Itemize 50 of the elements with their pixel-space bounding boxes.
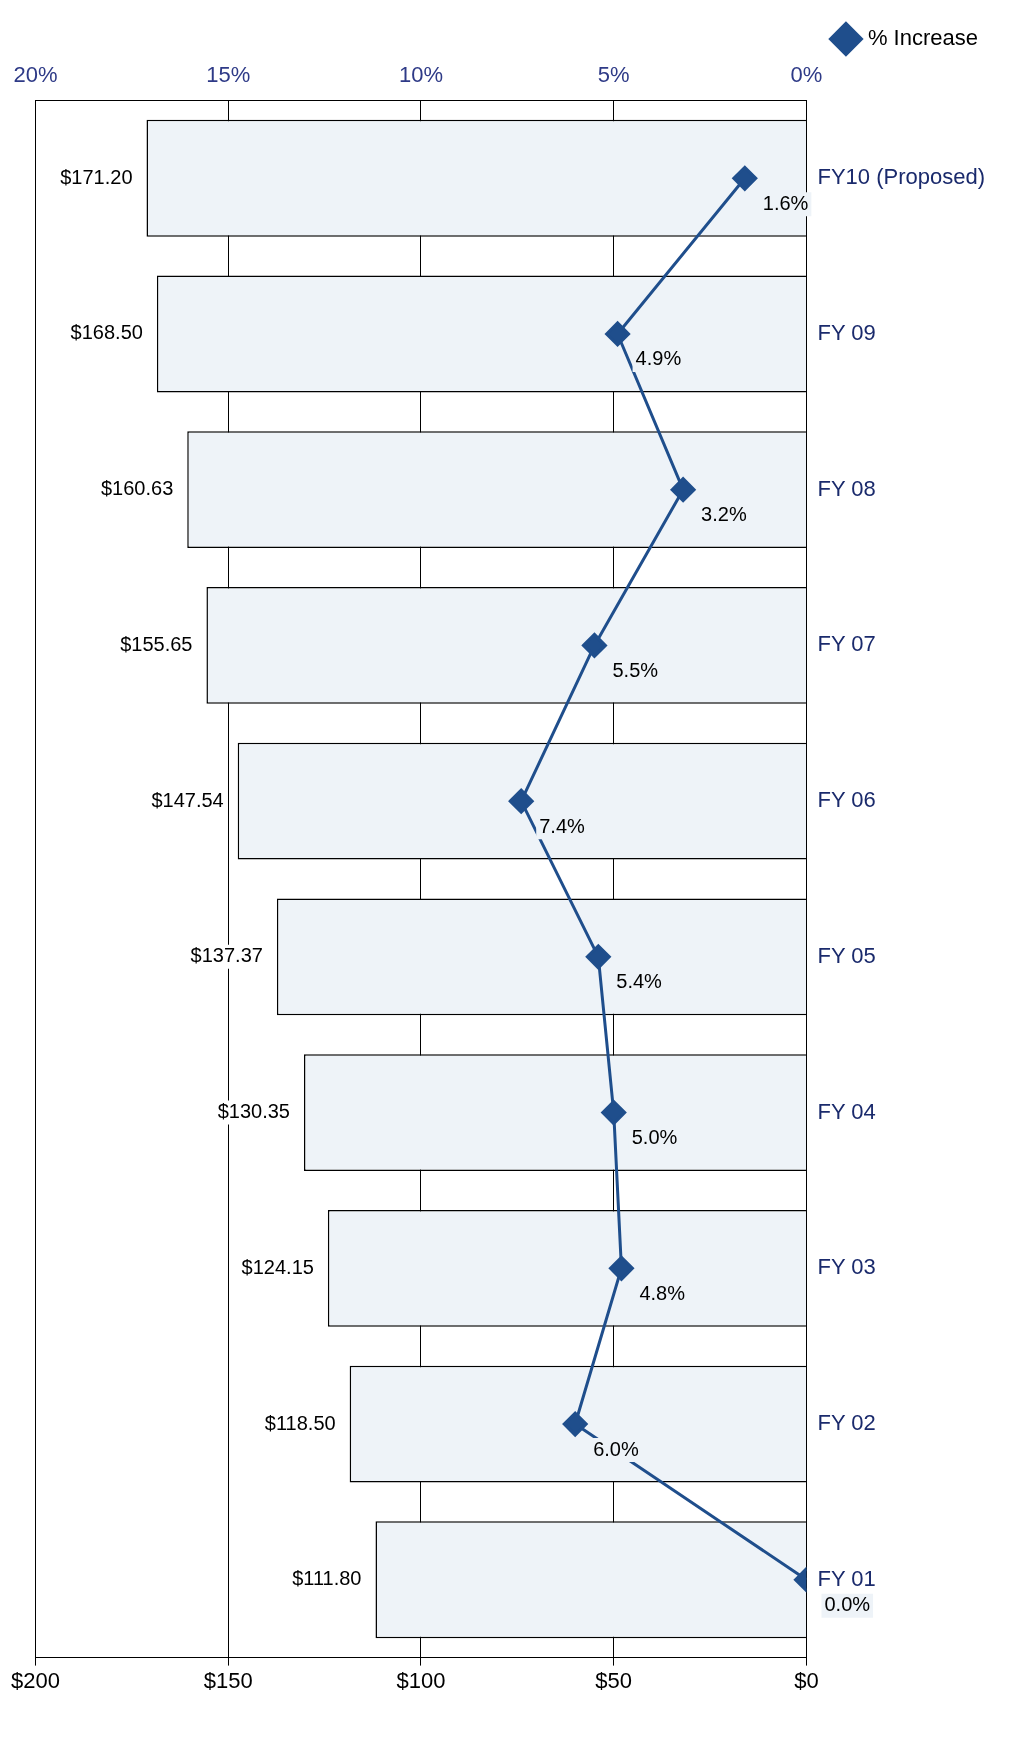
y-tick-label: FY 05	[817, 942, 876, 968]
point	[562, 1411, 588, 1437]
data-label: 7.4%	[539, 814, 585, 837]
y-tick-label: FY 08	[817, 475, 876, 501]
data-label: 5.5%	[612, 658, 659, 681]
point	[605, 321, 631, 347]
data-label: $168.50	[70, 321, 143, 344]
data-label: $137.37	[190, 944, 263, 967]
x-tick-label: $50	[595, 1667, 633, 1693]
x-tick-label: $200	[10, 1667, 60, 1693]
data-label: $118.50	[264, 1411, 336, 1434]
y-tick-label: FY 01	[817, 1565, 876, 1591]
point	[608, 1255, 634, 1281]
x2-tick-label: 20%	[13, 62, 58, 88]
point	[601, 1100, 627, 1126]
data-label: 4.9%	[635, 347, 682, 370]
point	[670, 477, 696, 503]
data-label: 3.2%	[701, 503, 747, 526]
y-tick-label: FY 09	[817, 320, 876, 346]
data-label: 5.0%	[631, 1126, 678, 1149]
point	[508, 788, 534, 814]
data-label: $155.65	[120, 632, 193, 655]
x2-tick-label: 5%	[597, 62, 630, 88]
point	[581, 632, 607, 658]
x-tick-label: $100	[396, 1667, 446, 1693]
data-label: $124.15	[241, 1255, 314, 1278]
data-label: $171.20	[60, 165, 133, 188]
x2-tick-label: 0%	[790, 62, 823, 88]
x2-tick-label: 10%	[398, 62, 443, 88]
data-label: $160.63	[100, 477, 174, 500]
y-tick-label: FY 02	[817, 1410, 876, 1436]
y-tick-label: FY 07	[817, 631, 876, 657]
data-label: $111.80	[292, 1567, 362, 1590]
data-label: $147.54	[151, 788, 224, 811]
data-label: 0.0%	[824, 1593, 871, 1616]
data-label: 1.6%	[762, 191, 809, 214]
y-tick-label: FY 06	[817, 787, 876, 813]
legend-label: % Increase	[867, 25, 979, 51]
data-label: 4.8%	[639, 1281, 686, 1304]
x2-tick-label: 15%	[206, 62, 251, 88]
y-tick-label: FY 03	[817, 1254, 876, 1280]
point	[732, 165, 758, 191]
x-tick-label: $0	[794, 1667, 819, 1693]
y-tick-label: FY 04	[817, 1098, 876, 1124]
point	[585, 944, 611, 970]
data-label: 6.0%	[593, 1437, 639, 1460]
x-tick-label: $150	[203, 1667, 253, 1693]
y-tick-label: FY10 (Proposed)	[817, 164, 986, 190]
data-label: 5.4%	[616, 970, 663, 993]
data-label: $130.35	[217, 1100, 290, 1123]
